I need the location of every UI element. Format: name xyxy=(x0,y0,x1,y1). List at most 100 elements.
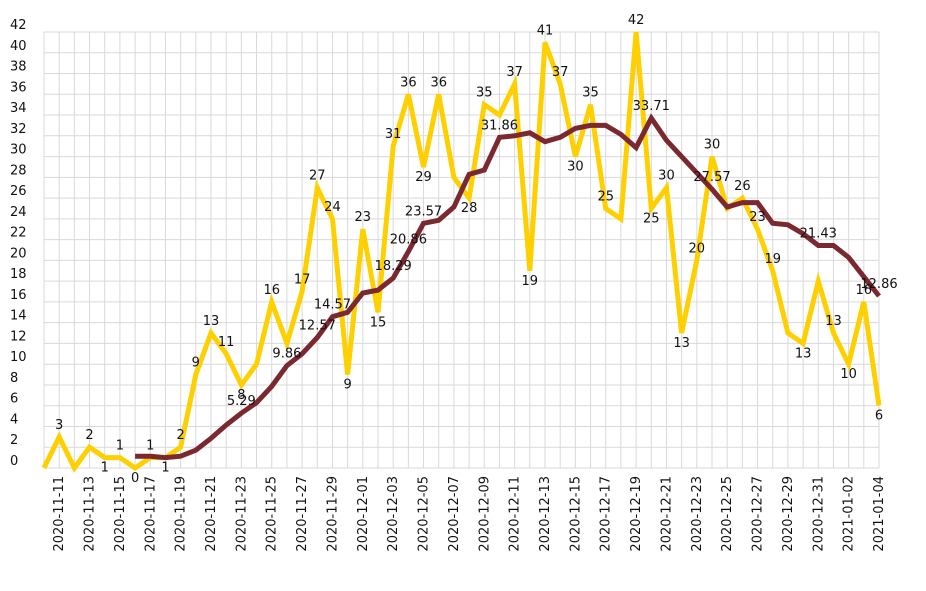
y-tick-label: 40 xyxy=(10,39,27,54)
average-series-line xyxy=(135,113,881,461)
y-tick-label: 6 xyxy=(10,392,18,407)
x-tick-label: 2020-12-09 xyxy=(477,476,492,552)
x-tick-label: 2020-12-29 xyxy=(781,476,796,552)
x-tick-label: 2020-12-25 xyxy=(720,476,735,552)
daily-data-label: 1 xyxy=(161,461,169,476)
daily-data-label: 30 xyxy=(567,160,584,175)
daily-data-label: 23 xyxy=(749,210,766,225)
daily-data-label: 30 xyxy=(704,138,721,153)
y-tick-label: 24 xyxy=(10,205,27,220)
daily-data-label: 28 xyxy=(461,201,478,216)
daily-data-label: 9 xyxy=(343,378,351,393)
x-tick-label: 2020-12-19 xyxy=(629,476,644,552)
x-tick-label: 2021-01-04 xyxy=(872,476,887,552)
x-tick-label: 2021-01-02 xyxy=(842,476,857,552)
daily-data-label: 30 xyxy=(658,169,675,184)
x-tick-label: 2020-11-15 xyxy=(113,476,128,552)
x-tick-label: 2020-12-31 xyxy=(811,476,826,552)
y-tick-label: 20 xyxy=(10,246,27,261)
daily-data-label: 24 xyxy=(324,200,341,215)
y-tick-label: 16 xyxy=(10,288,27,303)
y-tick-label: 30 xyxy=(10,143,27,158)
x-tick-label: 2020-12-01 xyxy=(356,476,371,552)
y-tick-label: 28 xyxy=(10,163,27,178)
average-data-label: 5.29 xyxy=(227,394,256,409)
y-tick-label: 2 xyxy=(10,433,18,448)
average-data-label: 12.86 xyxy=(860,277,897,292)
daily-data-label: 3 xyxy=(55,418,63,433)
daily-data-label: 31 xyxy=(385,127,402,142)
average-data-label: 14.57 xyxy=(314,298,351,313)
horizontal-gridlines xyxy=(44,31,879,469)
daily-data-label: 36 xyxy=(400,75,417,90)
daily-data-label: 0 xyxy=(131,471,139,486)
daily-data-label: 19 xyxy=(522,274,539,289)
daily-data-label: 15 xyxy=(370,315,387,330)
daily-data-label: 29 xyxy=(415,170,432,185)
x-tick-label: 2020-12-17 xyxy=(599,476,614,552)
y-tick-label: 42 xyxy=(10,18,27,33)
y-tick-label: 18 xyxy=(10,267,27,282)
y-tick-label: 22 xyxy=(10,226,27,241)
daily-data-label: 20 xyxy=(689,241,706,256)
daily-data-label: 26 xyxy=(734,179,751,194)
daily-data-label: 36 xyxy=(430,75,447,90)
x-tick-label: 2020-11-25 xyxy=(265,476,280,552)
daily-data-label: 2 xyxy=(176,428,184,443)
daily-series-line xyxy=(41,31,882,473)
x-tick-label: 2020-11-27 xyxy=(295,476,310,552)
x-tick-label: 2020-11-19 xyxy=(174,476,189,552)
daily-data-label: 1 xyxy=(101,461,109,476)
daily-data-label: 23 xyxy=(355,210,372,225)
x-tick-label: 2020-12-13 xyxy=(538,476,553,552)
y-tick-label: 34 xyxy=(10,101,27,116)
daily-data-label: 13 xyxy=(825,314,842,329)
daily-data-label: 6 xyxy=(875,409,883,424)
vertical-gridlines xyxy=(43,32,880,468)
daily-data-label: 25 xyxy=(643,211,660,226)
y-tick-label: 12 xyxy=(10,329,27,344)
x-tick-label: 2020-11-11 xyxy=(52,476,67,552)
y-tick-label: 26 xyxy=(10,184,27,199)
x-tick-label: 2020-11-29 xyxy=(325,476,340,552)
average-data-label: 33.71 xyxy=(633,99,670,114)
daily-data-label: 8 xyxy=(237,388,245,403)
x-tick-label: 2020-11-21 xyxy=(204,476,219,552)
x-tick-label: 2020-12-21 xyxy=(659,476,674,552)
average-data-label: 9.86 xyxy=(272,347,301,362)
y-tick-label: 32 xyxy=(10,122,27,137)
daily-data-label: 19 xyxy=(764,252,781,267)
daily-data-label: 27 xyxy=(309,169,326,184)
daily-data-label: 16 xyxy=(856,283,873,298)
y-tick-label: 4 xyxy=(10,412,18,427)
x-tick-label: 2020-12-27 xyxy=(751,476,766,552)
y-tick-label: 10 xyxy=(10,350,27,365)
average-data-label: 18.29 xyxy=(375,259,412,274)
x-tick-label: 2020-12-23 xyxy=(690,476,705,552)
daily-data-label: 35 xyxy=(476,86,493,101)
average-data-label: 20.86 xyxy=(390,232,427,247)
x-tick-label: 2020-12-11 xyxy=(508,476,523,552)
y-tick-label: 14 xyxy=(10,309,27,324)
y-tick-label: 38 xyxy=(10,60,27,75)
series-lines xyxy=(41,31,882,473)
average-data-label: 23.57 xyxy=(405,204,442,219)
y-tick-label: 0 xyxy=(10,454,18,469)
daily-data-label: 35 xyxy=(582,86,599,101)
average-data-label: 31.86 xyxy=(481,118,518,133)
y-tick-label: 36 xyxy=(10,80,27,95)
x-tick-label: 2020-12-15 xyxy=(568,476,583,552)
average-data-label: 27.57 xyxy=(693,170,730,185)
x-tick-label: 2020-11-17 xyxy=(143,476,158,552)
daily-data-label: 42 xyxy=(628,13,645,28)
daily-data-label: 9 xyxy=(192,356,200,371)
data-labels: 3211011291311816172724923153136293628353… xyxy=(55,13,898,486)
daily-data-label: 10 xyxy=(840,367,857,382)
x-tick-label: 2020-12-03 xyxy=(386,476,401,552)
x-tick-label: 2020-12-07 xyxy=(447,476,462,552)
x-tick-label: 2020-11-23 xyxy=(234,476,249,552)
daily-data-label: 13 xyxy=(673,336,690,351)
y-tick-label: 8 xyxy=(10,371,18,386)
